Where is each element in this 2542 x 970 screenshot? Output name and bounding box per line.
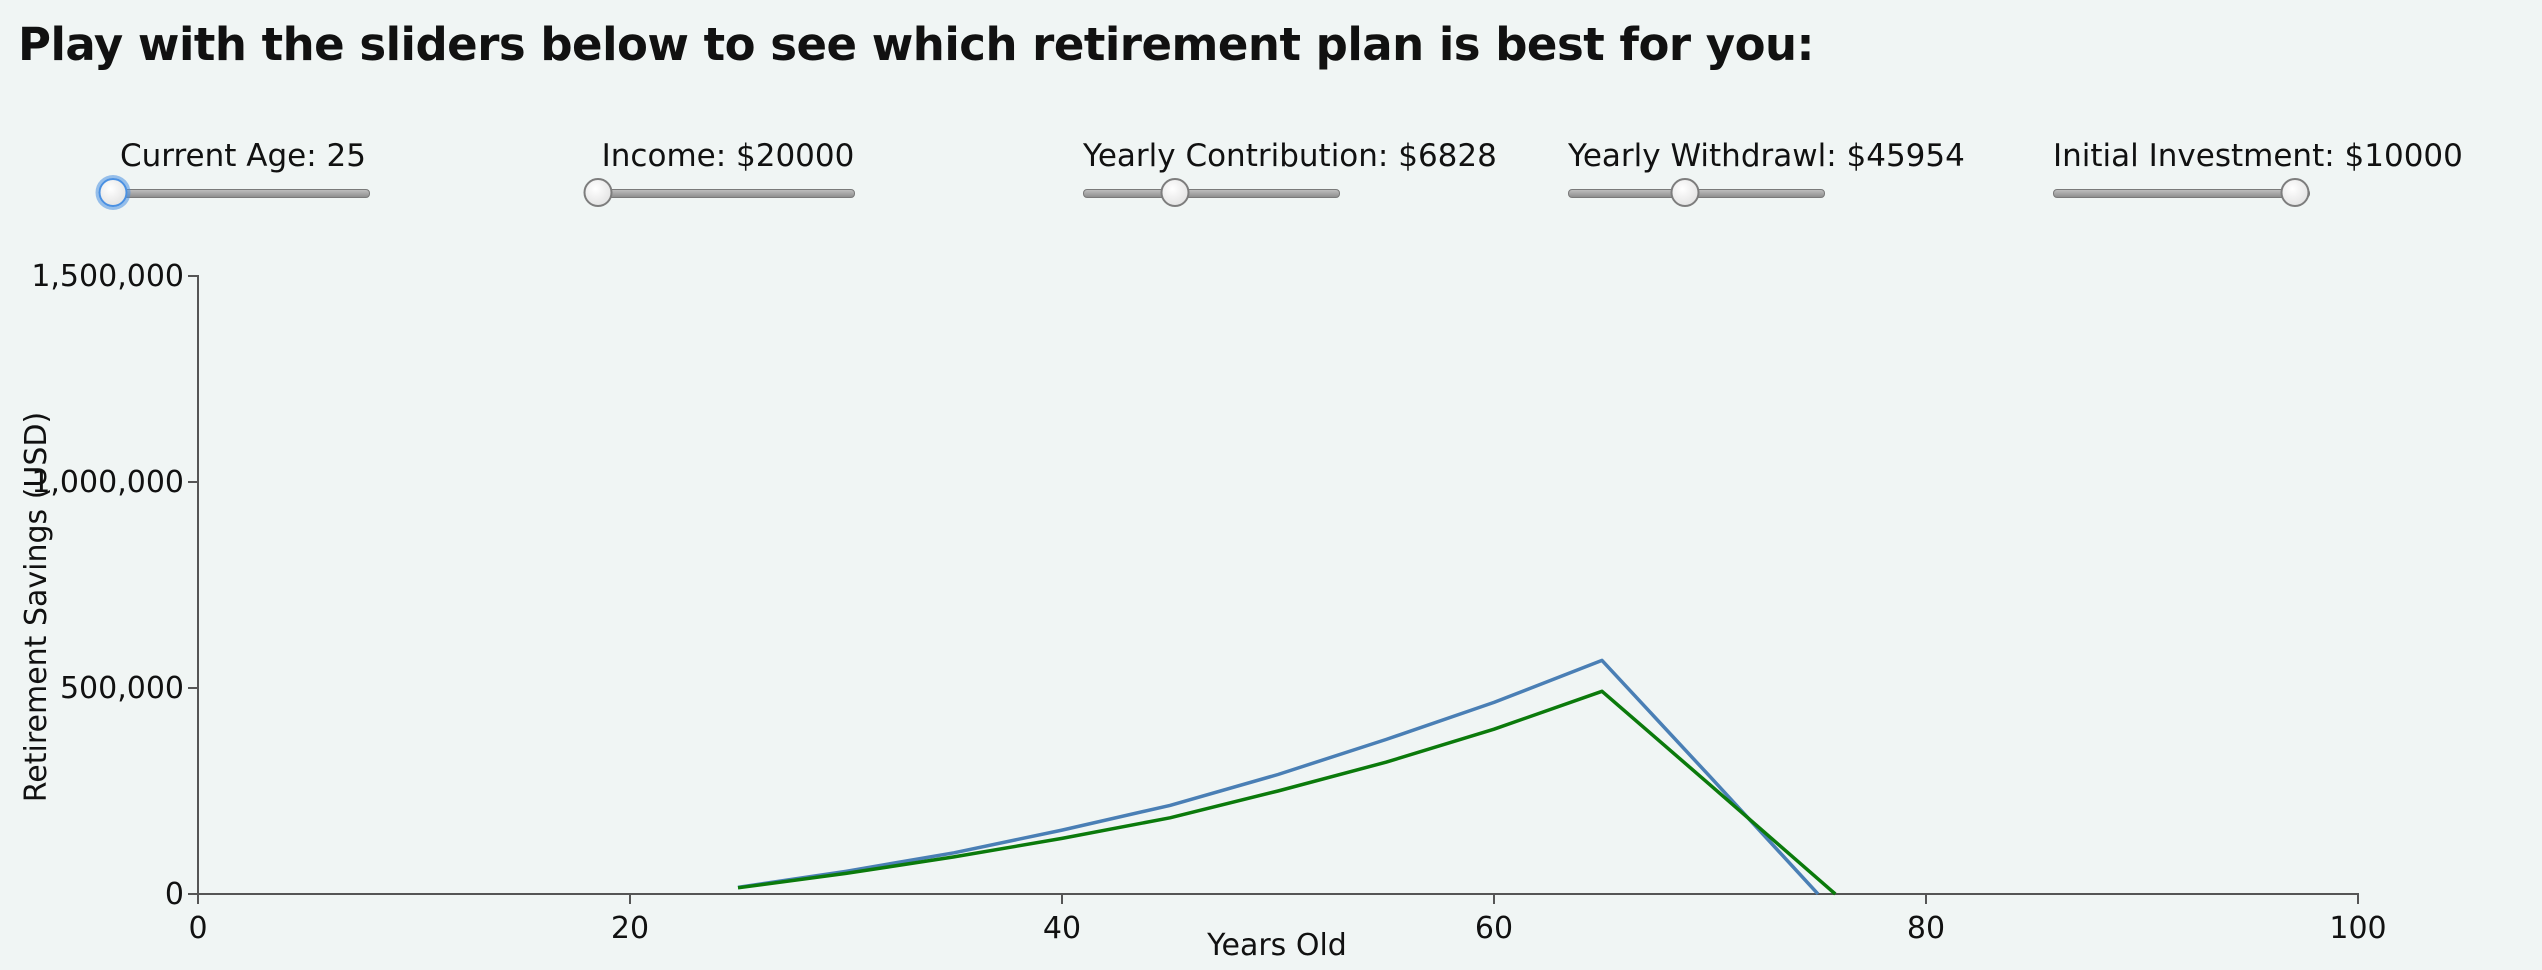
x-tick-label: 80 [1907, 911, 1945, 946]
x-axis-line [197, 893, 2359, 904]
current-age-thumb[interactable] [98, 178, 128, 207]
y-tick-label: 1,500,000 [31, 259, 184, 294]
chart-axes: 0 500,000 1,000,000 1,500,000 0 20 40 60 80 100 [31, 259, 2386, 946]
y-tick-label: 0 [165, 877, 184, 912]
initial-investment-thumb[interactable] [2280, 178, 2310, 207]
yearly-contribution-track[interactable] [1083, 189, 1340, 198]
income-label: Income: $20000 [601, 138, 855, 174]
x-tick-label: 40 [1043, 911, 1081, 946]
current-age-label: Current Age: 25 [120, 138, 366, 174]
x-tick-label: 100 [2329, 911, 2386, 946]
series-line-1 [737, 658, 1820, 896]
x-axis-title: Years Old [1206, 928, 1347, 963]
y-tick-label: 1,000,000 [31, 465, 184, 500]
x-tick-label: 60 [1475, 911, 1513, 946]
income-thumb[interactable] [583, 178, 613, 207]
yearly-withdrawl-thumb[interactable] [1670, 178, 1700, 207]
x-tick-label: 20 [611, 911, 649, 946]
y-axis-title: Retirement Savings (USD) [19, 412, 54, 802]
y-axis-line [188, 275, 199, 895]
page-title: Play with the sliders below to see which… [18, 18, 1815, 71]
chart-series [737, 658, 1837, 896]
y-tick-label: 500,000 [60, 671, 184, 706]
series-line-2 [737, 689, 1837, 896]
x-tick-label: 0 [188, 911, 207, 946]
yearly-contribution-thumb[interactable] [1160, 178, 1190, 207]
